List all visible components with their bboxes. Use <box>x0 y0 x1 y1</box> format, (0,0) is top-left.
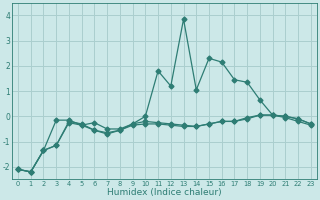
X-axis label: Humidex (Indice chaleur): Humidex (Indice chaleur) <box>107 188 222 197</box>
